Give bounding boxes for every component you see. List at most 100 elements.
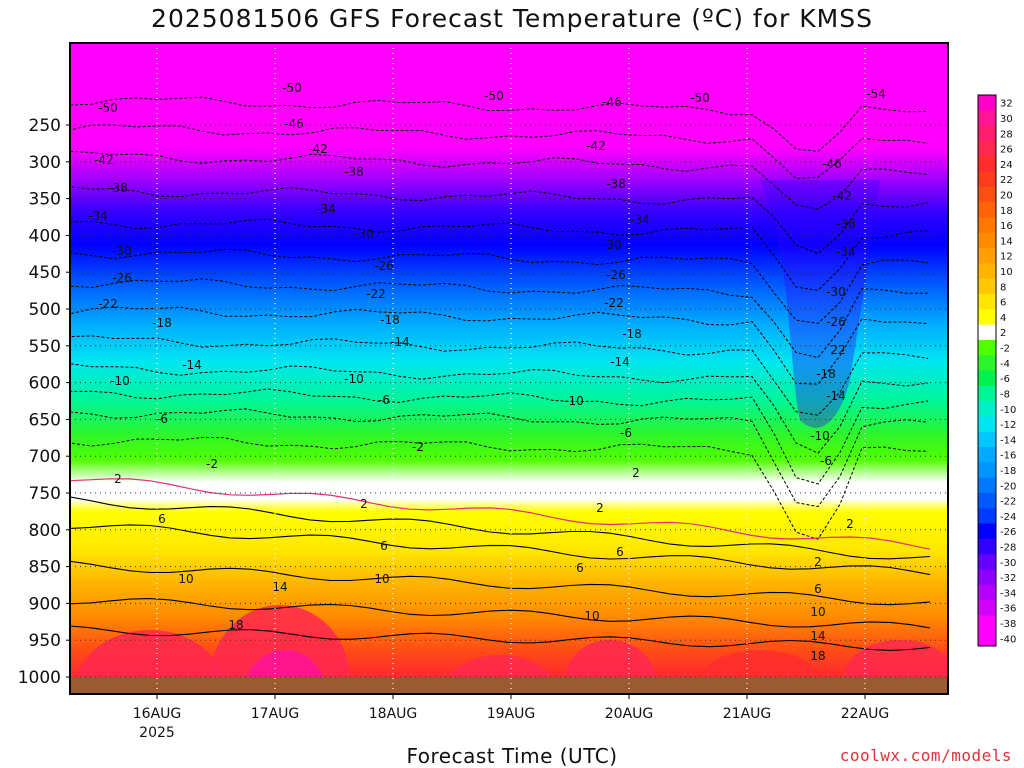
colorbar-swatch xyxy=(978,95,996,111)
contour-label: -46 xyxy=(284,117,304,131)
colorbar-swatch xyxy=(978,186,996,203)
contour-label: -2 xyxy=(412,440,424,454)
isotherm-negative xyxy=(70,150,929,210)
colorbar-swatch xyxy=(978,615,996,632)
contour-label: -42 xyxy=(586,139,606,153)
colorbar-tick-label: -6 xyxy=(1000,374,1010,385)
colorbar-tick-label: 22 xyxy=(1000,175,1013,186)
contour-label: -30 xyxy=(112,244,132,258)
contour-label: 10 xyxy=(584,609,599,623)
ground xyxy=(70,677,948,694)
isotherm-negative xyxy=(70,248,929,324)
y-tick-label: 500 xyxy=(29,300,61,320)
contour-label: 6 xyxy=(814,582,822,596)
isotherm-negative xyxy=(70,408,929,508)
colorbar-tick-label: 28 xyxy=(1000,129,1013,140)
contour-label: -22 xyxy=(98,297,118,311)
contour-label: -6 xyxy=(620,426,632,440)
credit-link[interactable]: coolwx.com/models xyxy=(839,746,1012,765)
contour-label: 6 xyxy=(576,561,584,575)
colorbar-tick-label: 16 xyxy=(1000,221,1013,232)
isotherm-negative xyxy=(70,124,929,180)
colorbar-swatch xyxy=(978,584,996,601)
colorbar-tick-label: 6 xyxy=(1000,298,1006,309)
contour-label: -14 xyxy=(610,355,630,369)
colorbar-swatch xyxy=(978,401,996,417)
y-tick-label: 950 xyxy=(29,631,61,651)
contour-label: 18 xyxy=(810,649,825,663)
contour-label: -26 xyxy=(374,259,394,273)
contour-label: 2 xyxy=(814,555,822,569)
contour-label: -34 xyxy=(630,213,650,227)
colorbar-swatch xyxy=(978,217,996,234)
colorbar-tick-label: -24 xyxy=(1000,512,1016,523)
chart-title: 2025081506 GFS Forecast Temperature (ºC)… xyxy=(151,4,873,33)
colorbar-swatch xyxy=(978,477,996,494)
colorbar-swatch xyxy=(978,110,996,127)
colorbar-frame xyxy=(977,94,997,647)
contour-label: -26 xyxy=(606,268,626,282)
contour-label: -2 xyxy=(206,457,218,471)
x-tick-label: 17AUG xyxy=(251,706,300,722)
contour-label: 14 xyxy=(272,580,287,594)
x-tick-label: 16AUG xyxy=(133,706,182,722)
colorbar-swatch xyxy=(978,569,996,586)
y-tick-label: 900 xyxy=(29,594,61,614)
contour-label: -46 xyxy=(822,157,842,171)
colorbar-tick-label: -4 xyxy=(1000,359,1010,370)
isotherm-negative xyxy=(70,363,929,454)
contour-label: -34 xyxy=(88,209,108,223)
contour-label: 10 xyxy=(810,605,825,619)
colorbar-tick-label: -36 xyxy=(1000,604,1016,615)
colorbar-swatch xyxy=(978,125,996,142)
colorbar-tick-label: 12 xyxy=(1000,252,1013,263)
contour-label: -14 xyxy=(390,335,410,349)
colorbar-swatch xyxy=(978,447,996,463)
contour-label: 6 xyxy=(158,512,166,526)
contour-label: -38 xyxy=(836,217,856,231)
colorbar-swatch xyxy=(978,431,996,448)
contour-label: -38 xyxy=(344,165,364,179)
colorbar-tick-label: 30 xyxy=(1000,114,1013,125)
y-tick-label: 350 xyxy=(29,190,61,210)
contour-label: -46 xyxy=(602,95,622,109)
contour-label: -54 xyxy=(866,87,886,101)
colorbar-tick-label: -32 xyxy=(1000,573,1016,584)
contour-label: -10 xyxy=(810,429,830,443)
contour-label: -42 xyxy=(308,142,328,156)
y-tick-label: 600 xyxy=(29,374,61,394)
contour-label: -18 xyxy=(152,316,172,330)
colorbar-swatch xyxy=(978,140,996,157)
contour-label: 2 xyxy=(846,517,854,531)
isotherm-negative xyxy=(70,186,929,255)
colorbar-tick-label: 18 xyxy=(1000,206,1013,217)
contour-label: 14 xyxy=(810,629,825,643)
y-tick-label: 400 xyxy=(29,226,61,246)
contour-label: -22 xyxy=(366,287,386,301)
colorbar-swatch xyxy=(978,508,996,525)
colorbar-swatch xyxy=(978,600,996,616)
contour-label: -10 xyxy=(564,394,584,408)
colorbar-tick-label: -28 xyxy=(1000,543,1016,554)
x-tick-label: 19AUG xyxy=(487,706,536,722)
colorbar-tick-label: -14 xyxy=(1000,435,1016,446)
colorbar-tick-label: -22 xyxy=(1000,497,1016,508)
x-tick-label: 20AUG xyxy=(605,706,654,722)
contour-label: -38 xyxy=(108,181,128,195)
isotherm-negative xyxy=(70,306,929,385)
colorbar-tick-label: -20 xyxy=(1000,481,1016,492)
contour-label: -18 xyxy=(622,327,642,341)
colorbar-swatch xyxy=(978,293,996,310)
contour-label: 22 xyxy=(830,343,845,357)
isotherm-negative xyxy=(70,278,928,359)
y-tick-label: 450 xyxy=(29,263,61,283)
colorbar-tick-label: -10 xyxy=(1000,405,1016,416)
contour-label: -34 xyxy=(316,202,336,216)
colorbar-tick-label: 24 xyxy=(1000,160,1013,171)
colorbar-tick-label: -2 xyxy=(1000,344,1010,355)
colorbar-swatch xyxy=(978,263,996,280)
colorbar-tick-label: 26 xyxy=(1000,145,1013,156)
x-tick-label: 21AUG xyxy=(723,706,772,722)
contour-label: -6 xyxy=(156,412,168,426)
